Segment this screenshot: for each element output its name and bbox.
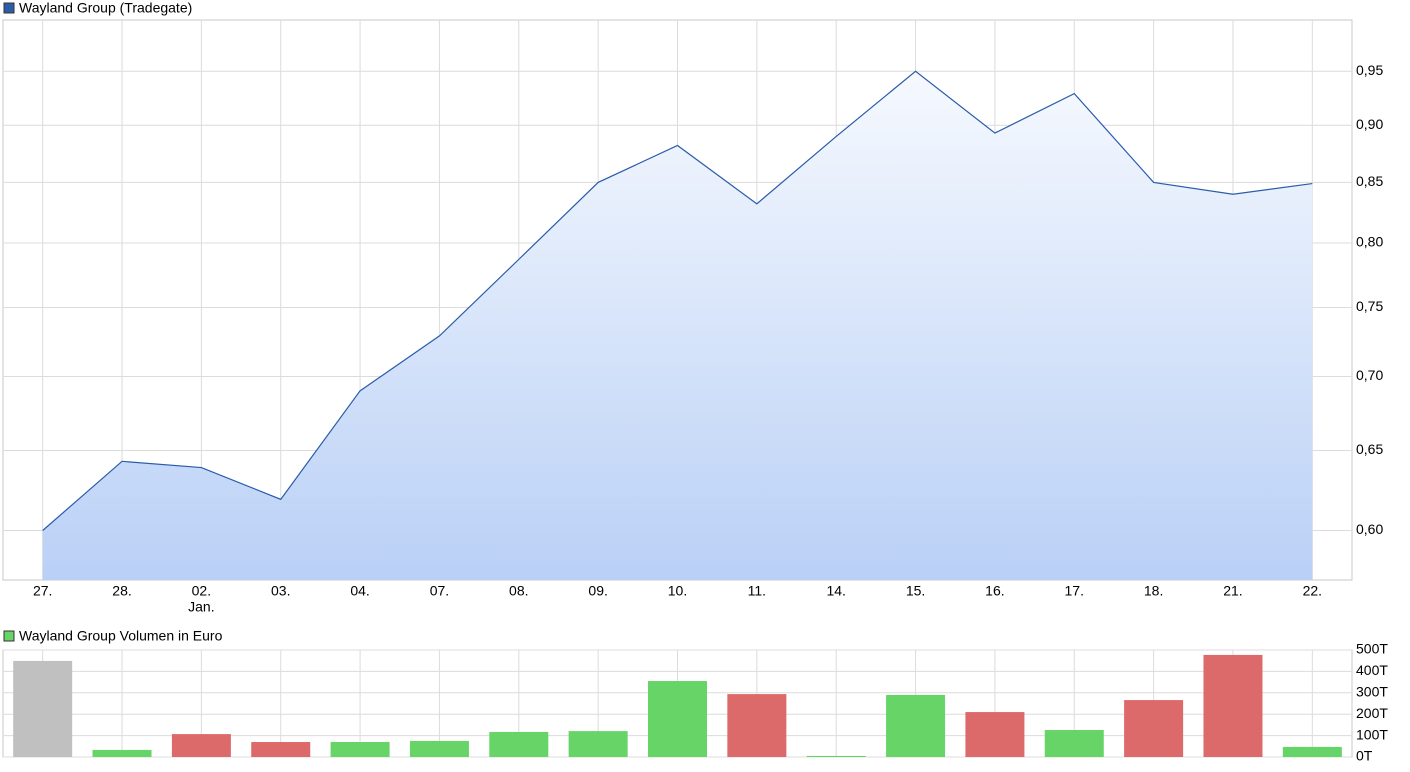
x-tick-label: 07.: [430, 583, 449, 599]
x-tick-label: 15.: [906, 583, 925, 599]
x-tick-label: 02.: [192, 583, 211, 599]
y-tick-label: 300T: [1356, 684, 1388, 700]
x-tick-label: 04.: [350, 583, 369, 599]
bar: [251, 742, 311, 757]
y-tick-label: 0,65: [1356, 441, 1383, 457]
volume-panel: 0T 100T 200T 300T 400T 500T: [2, 641, 1388, 764]
y-tick-label: 100T: [1356, 726, 1388, 742]
chart-title: Wayland Group Volumen in Euro: [19, 628, 223, 644]
x-tick-label: 17.: [1065, 583, 1084, 599]
x-tick-label: 03.: [271, 583, 290, 599]
bar: [1203, 654, 1263, 757]
price-panel: 27. 28. 02. 03. 04. 07. 08. 09. 10. 11. 14. 15. 16. 1…: [2, 19, 1383, 615]
x-tick-label: 08.: [509, 583, 528, 599]
y-tick-label: 0T: [1356, 748, 1373, 764]
bar: [1282, 746, 1342, 757]
y-tick-label: 0,85: [1356, 173, 1383, 189]
legend-swatch: [3, 630, 15, 642]
bar: [92, 749, 152, 757]
price-line: [42, 70, 1313, 531]
x-tick-label: 14.: [826, 583, 845, 599]
chart-title: Wayland Group (Tradegate): [19, 0, 192, 16]
x-tick-label: 21.: [1223, 583, 1242, 599]
x-tick-label: 11.: [748, 583, 766, 599]
bar: [489, 731, 549, 757]
bar: [330, 742, 390, 757]
bar: [409, 740, 469, 757]
y-tick-label: 200T: [1356, 705, 1388, 721]
bar: [727, 694, 787, 757]
y-tick-label: 0,60: [1356, 521, 1383, 537]
x-tick-label: 10.: [668, 583, 687, 599]
y-tick-label: 0,75: [1356, 298, 1383, 314]
x-tick-label: 16.: [985, 583, 1004, 599]
x-tick-label: 18.: [1144, 583, 1163, 599]
x-tick-label: 22.: [1303, 583, 1322, 599]
x-tick-label: 09.: [588, 583, 607, 599]
bar: [886, 694, 946, 757]
legend-swatch: [3, 2, 15, 14]
x-tick-label: 27.: [33, 583, 52, 599]
y-tick-label: 0,90: [1356, 116, 1383, 132]
bar: [648, 681, 707, 757]
bar: [171, 734, 231, 757]
bar: [806, 755, 866, 757]
bar: [13, 660, 73, 757]
y-tick-label: 400T: [1356, 662, 1388, 678]
x-sublabel: Jan.: [188, 599, 214, 615]
bar: [1124, 700, 1184, 757]
y-tick-label: 500T: [1356, 641, 1388, 657]
y-tick-label: 0,80: [1356, 234, 1383, 250]
bar: [1044, 730, 1104, 757]
bar: [568, 731, 628, 757]
y-tick-label: 0,95: [1356, 62, 1383, 78]
x-tick-label: 28.: [112, 583, 131, 599]
y-tick-label: 0,70: [1356, 367, 1383, 383]
bar: [965, 712, 1025, 757]
area: [42, 71, 1313, 580]
